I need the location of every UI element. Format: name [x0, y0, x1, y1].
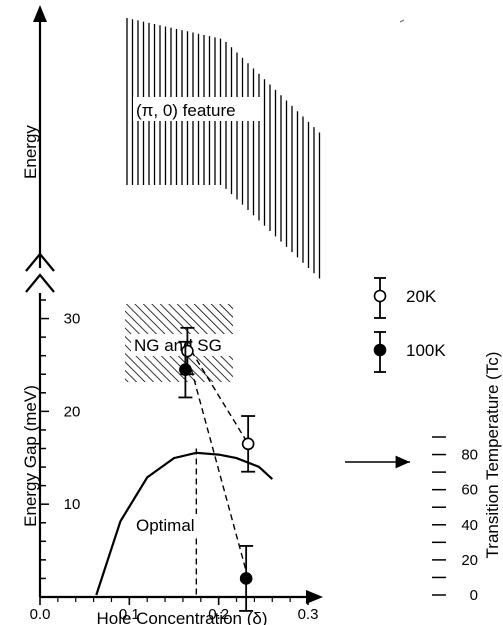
y-right-tick-label: 80: [461, 447, 478, 464]
scan-artifact: [399, 19, 405, 23]
legend: 20K 100K: [373, 277, 446, 373]
y-left-tick-label: 30: [64, 311, 81, 328]
pi-feature-hatched-region: [126, 18, 321, 279]
x-axis-label: Hole Concentration (δ): [96, 609, 267, 625]
lower-left-axis: [38, 293, 323, 604]
legend-marker-100k: [373, 343, 387, 357]
y-right-tick-label: 0: [470, 587, 478, 604]
y-axis-right-ticks: 0 20 40 60 80: [432, 436, 478, 604]
data-point-100k: [179, 363, 192, 376]
data-point-20k: [241, 437, 255, 451]
y-axis-left-label: Energy Gap (meV): [21, 385, 40, 527]
ng-sg-label: NG and SG: [134, 336, 222, 355]
upper-energy-axis: [33, 5, 47, 268]
axis-break-mark: [25, 252, 55, 293]
optimal-label: Optimal: [136, 516, 195, 535]
data-point-100k: [239, 572, 253, 585]
series-connector-line: [190, 350, 249, 445]
upper-ylabel: Energy: [21, 125, 40, 179]
y-left-tick-label: 10: [64, 496, 81, 513]
y-axis-left-ticks: 10 20 30: [40, 299, 81, 580]
y-right-tick-label: 20: [461, 552, 478, 569]
data-point-20k: [181, 344, 194, 358]
legend-label: 100K: [406, 341, 446, 360]
x-tick-label: 0.3: [298, 606, 319, 623]
legend-label: 20K: [406, 287, 437, 306]
x-tick-label: 0.1: [119, 606, 140, 623]
y-right-tick-label: 40: [461, 517, 478, 534]
y-axis-right-label: Transition Temperature (Tc): [483, 352, 502, 559]
tc-dome-curve: [95, 451, 274, 596]
optimal-label-backdrop: [133, 514, 205, 536]
data-points: [178, 326, 256, 612]
series-connectors: [190, 350, 249, 579]
y-left-tick-label: 20: [64, 403, 81, 420]
x-tick-label: 0.2: [208, 606, 229, 623]
pi-feature-label-backdrop: [133, 97, 261, 121]
x-axis-ticks: 0.0 0.1 0.2 0.3: [30, 597, 319, 623]
y-right-tick-label: 60: [461, 482, 478, 499]
x-tick-label: 0.0: [30, 606, 51, 623]
legend-marker-20k: [373, 289, 387, 303]
pi-feature-label: (π, 0) feature: [136, 101, 236, 120]
series-connector-line: [190, 369, 249, 579]
